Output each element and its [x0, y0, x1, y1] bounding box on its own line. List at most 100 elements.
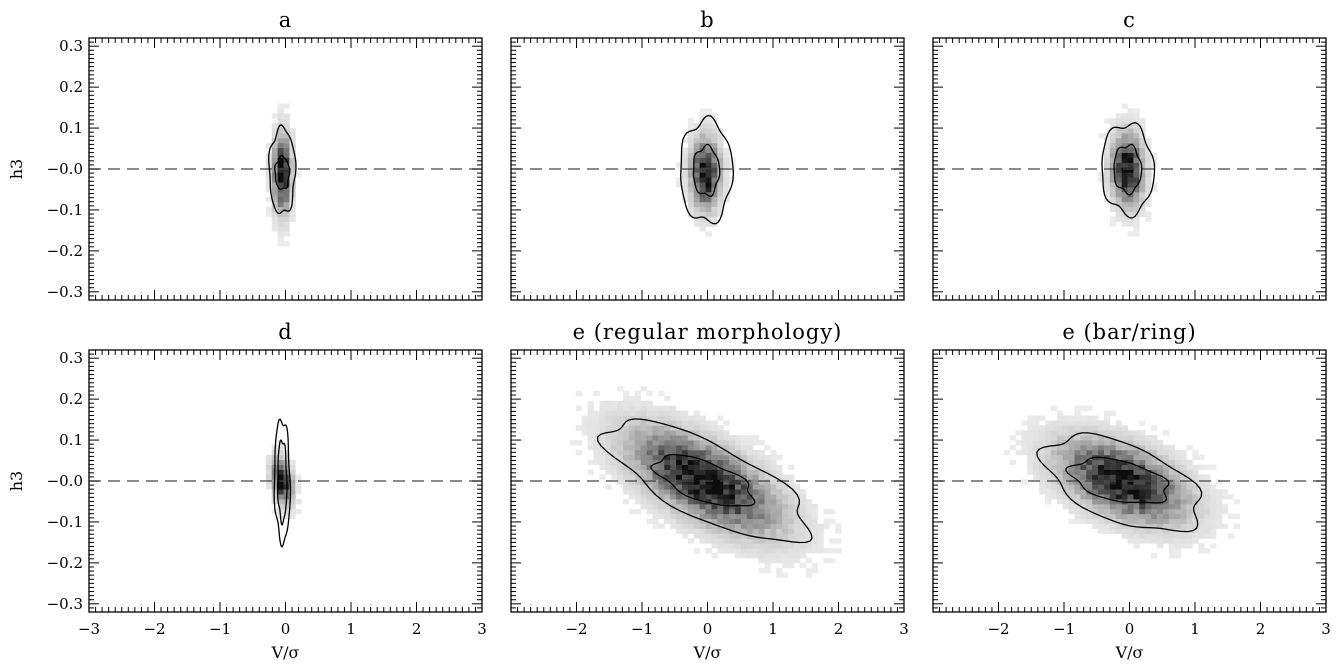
density-cell [1139, 494, 1146, 500]
density-cell [699, 474, 706, 480]
density-cell [670, 459, 677, 466]
density-cell [811, 528, 818, 534]
y-tick-label: −0.0 [47, 472, 83, 490]
density-cell [295, 474, 302, 480]
density-cell [664, 518, 671, 524]
density-cell [788, 513, 795, 520]
density-cell [758, 518, 765, 524]
density-cell [634, 405, 642, 411]
density-cell [805, 548, 813, 554]
density-cell [676, 508, 683, 515]
density-cell [670, 479, 677, 485]
density-cell [289, 499, 296, 505]
density-cell [652, 513, 659, 520]
density-cell [681, 474, 689, 480]
density-cell [1139, 508, 1146, 515]
density-cell [1039, 469, 1046, 475]
density-cell [640, 469, 647, 475]
density-cell [735, 435, 742, 441]
density-cell [723, 499, 730, 505]
density-cell [1056, 464, 1064, 470]
density-cell [605, 410, 612, 416]
density-cell [1068, 459, 1075, 466]
density-cell [1115, 196, 1123, 203]
density-cell [1198, 484, 1205, 490]
density-cell [705, 474, 712, 480]
density-cell [593, 410, 600, 416]
density-cell [1121, 430, 1128, 436]
density-cell [676, 440, 683, 446]
density-cell [283, 201, 290, 208]
density-cell [1198, 513, 1205, 520]
density-cell [817, 528, 824, 534]
density-cell [735, 503, 742, 510]
density-cell [723, 172, 730, 178]
density-cell [1145, 162, 1152, 168]
density-cell [687, 420, 695, 426]
density-cell [1092, 508, 1099, 515]
density-cell [740, 508, 748, 515]
density-cell [646, 494, 653, 500]
density-cell [664, 415, 671, 421]
density-cell [283, 459, 290, 466]
density-cell [1145, 503, 1152, 510]
density-cell [1180, 513, 1187, 520]
density-cell [793, 523, 801, 529]
density-cell [277, 216, 284, 222]
density-cell [693, 410, 701, 416]
density-cell [699, 206, 706, 212]
density-cell [705, 523, 712, 529]
density-cell [1103, 499, 1111, 505]
density-cell [717, 548, 724, 554]
density-cell [289, 469, 296, 475]
density-cell [277, 123, 284, 129]
density-cell [699, 113, 706, 119]
density-cell [735, 459, 742, 466]
density-cell [676, 469, 683, 475]
density-cell [664, 435, 671, 441]
density-cell [735, 543, 742, 549]
density-cell [681, 499, 689, 505]
density-cell [1045, 489, 1052, 495]
density-cell [723, 474, 730, 480]
density-cell [1092, 435, 1099, 441]
density-cell [658, 449, 665, 456]
density-cell [746, 523, 754, 529]
density-cell [1151, 533, 1158, 539]
density-cell [634, 390, 642, 397]
density-cell [271, 226, 279, 232]
density-cell [1033, 425, 1040, 431]
density-cell [717, 454, 724, 461]
density-cell [1115, 494, 1123, 500]
density-cell [764, 499, 771, 505]
density-cell [1139, 518, 1146, 524]
density-cell [799, 538, 807, 544]
density-cell [1145, 528, 1152, 534]
density-cell [640, 459, 647, 466]
density-cell [670, 469, 677, 475]
density-cell [593, 435, 600, 441]
density-cell [1133, 167, 1140, 173]
density-cell [746, 469, 754, 475]
density-cell [687, 469, 695, 475]
density-cell [1068, 499, 1075, 505]
density-cell [776, 474, 783, 480]
density-cell [764, 523, 771, 529]
density-cell [1133, 108, 1140, 114]
density-cell [788, 518, 795, 524]
density-cell [740, 503, 748, 510]
density-cell [1192, 533, 1199, 539]
density-cell [1221, 489, 1229, 495]
density-cell [1139, 118, 1146, 124]
density-cell [1192, 449, 1199, 456]
density-cell [1133, 503, 1140, 510]
density-cell [1086, 474, 1093, 480]
y-tick-label: 0.3 [59, 37, 83, 55]
density-cell [758, 454, 765, 461]
density-cell [1162, 503, 1170, 510]
density-cell [658, 494, 665, 500]
density-cell [1103, 420, 1111, 426]
density-cell [758, 464, 765, 470]
density-cell [1210, 523, 1217, 529]
y-axis-label: h3 [7, 159, 26, 179]
